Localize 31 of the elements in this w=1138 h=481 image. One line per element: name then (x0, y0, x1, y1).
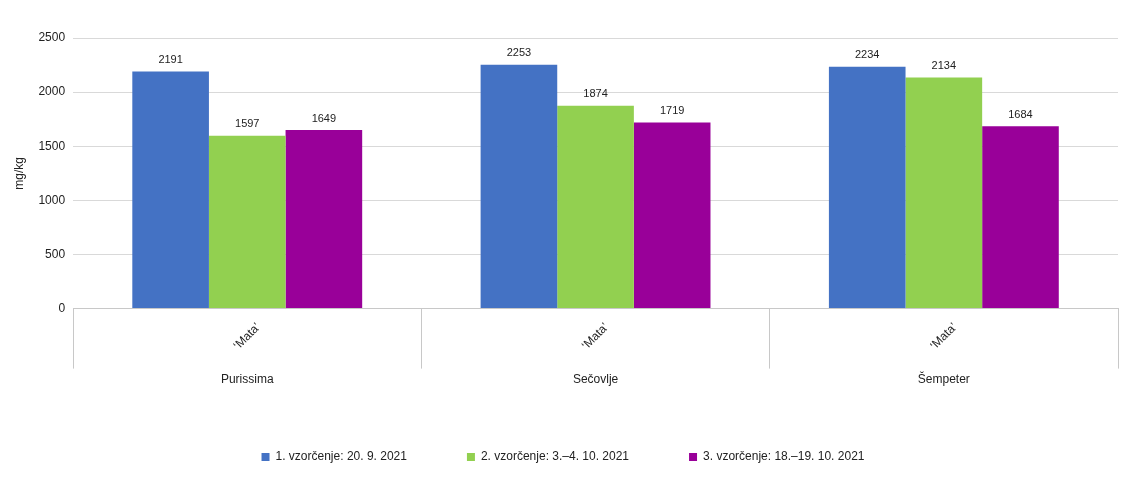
y-tick-label: 0 (58, 300, 66, 315)
bar (982, 126, 1059, 309)
data-label: 2134 (931, 59, 957, 72)
data-label: 2253 (506, 46, 532, 59)
y-tick-label: 500 (45, 246, 66, 261)
data-label: 2234 (854, 48, 880, 61)
data-label: 1649 (311, 111, 337, 124)
data-label: 1874 (583, 87, 608, 100)
bar (132, 71, 209, 309)
bar (480, 64, 558, 309)
x-tick-label: Purissima (220, 372, 274, 387)
bar (905, 77, 983, 309)
x-tick-label: Šempeter (917, 371, 970, 387)
bar (208, 135, 286, 309)
bar (557, 105, 634, 309)
data-label: 2191 (158, 52, 183, 65)
legend-label: 3. vzorčenje: 18.–19. 10. 2021 (703, 449, 865, 464)
y-tick-label: 1500 (38, 138, 66, 153)
x-tick-label: Sečovlje (572, 372, 619, 387)
y-tick-label: 2500 (38, 30, 66, 45)
legend-label: 2. vzorčenje: 3.–4. 10. 2021 (480, 449, 630, 464)
bar (285, 130, 363, 309)
data-label: 1719 (659, 104, 685, 117)
y-tick-label: 2000 (38, 84, 66, 99)
data-label: 1597 (235, 117, 260, 130)
legend-label: 1. vzorčenje: 20. 9. 2021 (275, 449, 408, 464)
bar (633, 122, 711, 309)
y-axis-title: mg/kg (11, 156, 26, 190)
data-label: 1684 (1008, 107, 1033, 120)
y-tick-label: 1000 (38, 192, 66, 207)
bar (828, 66, 906, 309)
